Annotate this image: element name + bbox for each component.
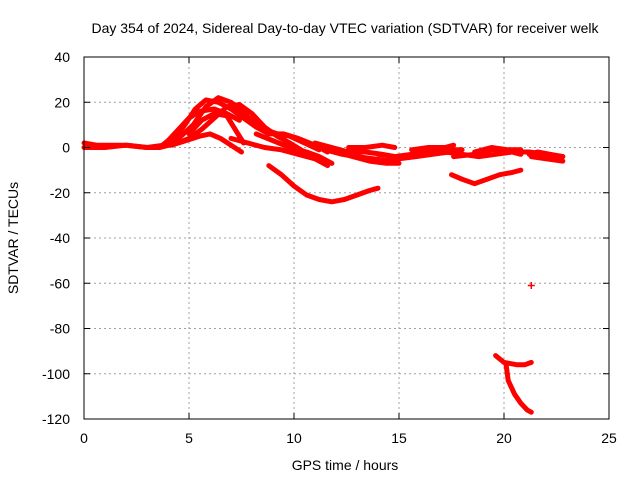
data-series-track-6	[186, 111, 247, 146]
axis-ticks: 0 5 10 15 20 25 -120 -100 -80 -60 -40 -20 0 20 40	[42, 49, 617, 446]
y-tick-label: -60	[50, 275, 70, 291]
data-series-track-12	[333, 149, 402, 166]
data-series-track-7	[228, 135, 331, 169]
y-tick-label: -100	[42, 366, 70, 382]
y-tick-label: 0	[62, 140, 70, 156]
data-series-track-21	[528, 154, 566, 164]
y-tick-label: -20	[50, 185, 70, 201]
data-series-track-22	[449, 167, 524, 187]
y-tick-label: -40	[50, 230, 70, 246]
x-tick-label: 10	[286, 430, 302, 446]
x-tick-label: 25	[601, 430, 617, 446]
data-series-track-16	[409, 142, 457, 153]
data-series-track-13	[346, 142, 398, 150]
data-series-track-24	[503, 362, 534, 415]
data-series-track-8	[253, 131, 335, 166]
data-layer	[81, 95, 566, 415]
x-tick-label: 0	[80, 430, 88, 446]
data-series-track-19	[472, 145, 524, 155]
isolated-data-point	[527, 282, 535, 290]
x-tick-label: 15	[391, 430, 407, 446]
data-series-track-23	[493, 353, 534, 368]
y-tick-label: 20	[54, 94, 70, 110]
x-tick-label: 20	[496, 430, 512, 446]
data-series-track-20	[526, 149, 566, 160]
grid	[84, 57, 609, 419]
data-series-track-3	[161, 95, 322, 153]
y-axis-label: SDTVAR / TECUs	[5, 182, 21, 294]
x-tick-label: 5	[185, 430, 193, 446]
y-tick-label: -120	[42, 411, 70, 427]
x-axis-label: GPS time / hours	[292, 457, 399, 473]
data-series-track-5	[157, 131, 244, 155]
y-tick-label: 40	[54, 49, 70, 65]
data-series-track-9	[266, 163, 381, 205]
y-tick-label: -80	[50, 321, 70, 337]
chart-title: Day 354 of 2024, Sidereal Day-to-day VTE…	[91, 20, 599, 36]
